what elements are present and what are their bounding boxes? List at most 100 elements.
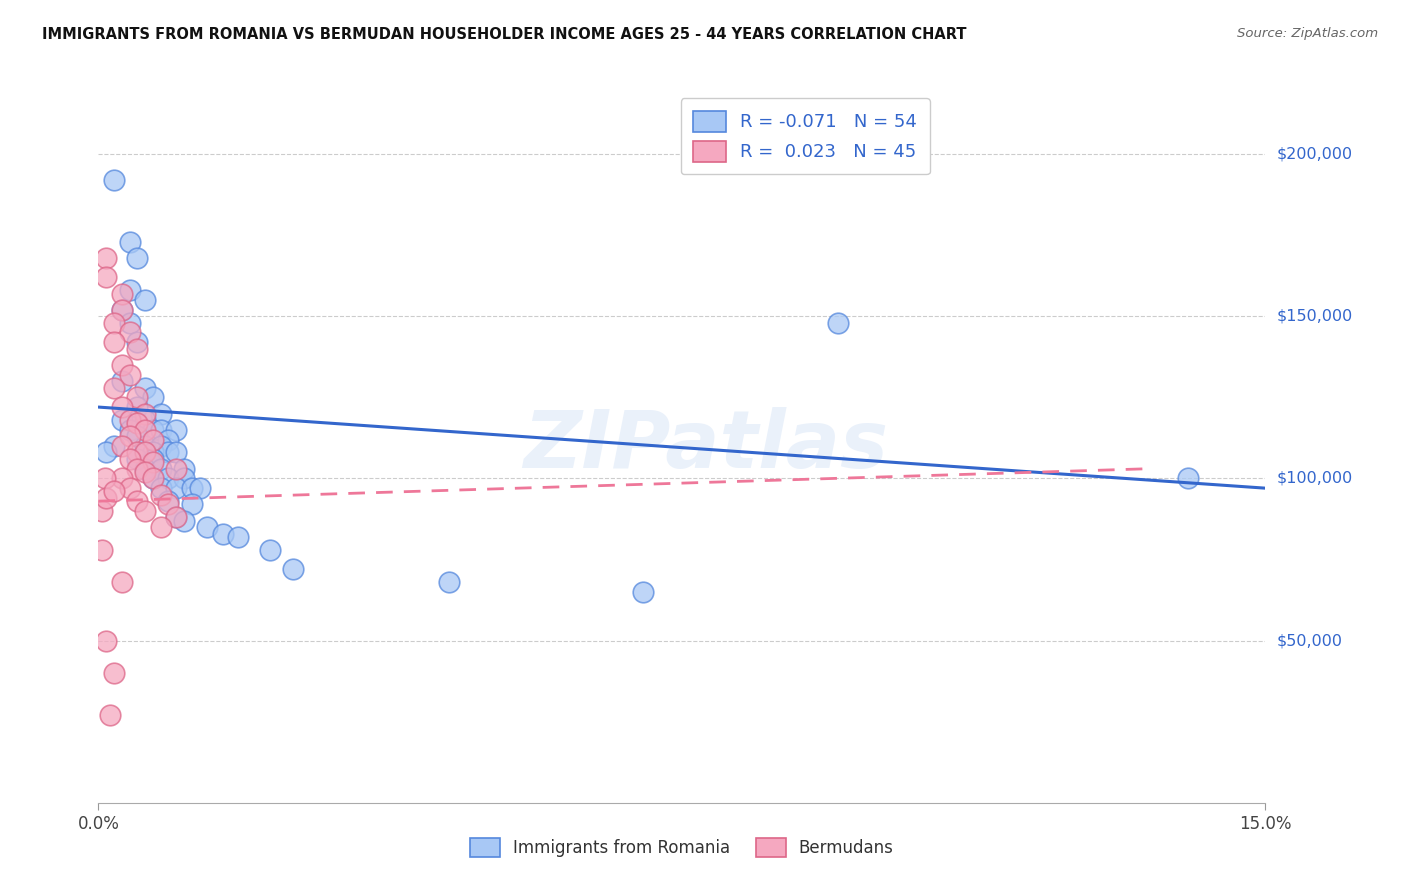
Point: [827, 316, 849, 330]
Point: [134, 413, 156, 427]
Point: [111, 358, 134, 372]
Point: [281, 562, 304, 576]
Point: [173, 514, 195, 528]
Text: $200,000: $200,000: [1277, 146, 1353, 161]
Point: [118, 235, 141, 249]
Point: [134, 504, 156, 518]
Point: [118, 326, 141, 340]
Point: [142, 390, 165, 404]
Point: [165, 445, 187, 459]
Point: [165, 461, 187, 475]
Point: [118, 368, 141, 382]
Point: [127, 494, 149, 508]
Point: [103, 381, 125, 395]
Point: [212, 526, 235, 541]
Point: [98, 708, 121, 723]
Point: [173, 461, 195, 475]
Point: [142, 445, 165, 459]
Point: [118, 452, 141, 467]
Text: $50,000: $50,000: [1277, 633, 1343, 648]
Point: [134, 293, 156, 307]
Point: [111, 439, 134, 453]
Point: [165, 510, 187, 524]
Point: [149, 423, 172, 437]
Point: [91, 542, 114, 557]
Point: [134, 381, 156, 395]
Point: [127, 335, 149, 350]
Point: [149, 488, 172, 502]
Point: [134, 461, 156, 475]
Point: [118, 316, 141, 330]
Point: [96, 445, 118, 459]
Point: [103, 335, 125, 350]
Point: [103, 439, 125, 453]
Point: [127, 429, 149, 443]
Point: [631, 585, 654, 599]
Point: [111, 400, 134, 414]
Point: [103, 666, 125, 681]
Point: [111, 302, 134, 317]
Point: [157, 494, 180, 508]
Point: [127, 251, 149, 265]
Point: [142, 452, 165, 467]
Point: [118, 423, 141, 437]
Point: [96, 251, 118, 265]
Point: [111, 302, 134, 317]
Point: [127, 400, 149, 414]
Point: [1177, 471, 1199, 485]
Point: [103, 484, 125, 499]
Point: [118, 481, 141, 495]
Point: [134, 465, 156, 479]
Point: [149, 520, 172, 534]
Point: [111, 413, 134, 427]
Point: [142, 423, 165, 437]
Legend: Immigrants from Romania, Bermudans: Immigrants from Romania, Bermudans: [461, 830, 903, 866]
Point: [157, 433, 180, 447]
Point: [127, 452, 149, 467]
Point: [134, 445, 156, 459]
Point: [195, 520, 218, 534]
Point: [103, 316, 125, 330]
Point: [111, 575, 134, 590]
Point: [96, 270, 118, 285]
Point: [165, 481, 187, 495]
Point: [127, 445, 149, 459]
Point: [149, 407, 172, 421]
Point: [149, 439, 172, 453]
Point: [111, 471, 134, 485]
Text: ZIPatlas: ZIPatlas: [523, 407, 887, 485]
Point: [149, 481, 172, 495]
Point: [127, 390, 149, 404]
Point: [142, 433, 165, 447]
Point: [111, 286, 134, 301]
Point: [96, 491, 118, 505]
Point: [91, 504, 114, 518]
Point: [142, 455, 165, 469]
Point: [127, 342, 149, 356]
Point: [93, 471, 115, 485]
Point: [157, 497, 180, 511]
Point: [157, 445, 180, 459]
Point: [127, 417, 149, 431]
Point: [118, 413, 141, 427]
Point: [103, 173, 125, 187]
Text: $150,000: $150,000: [1277, 309, 1353, 324]
Point: [134, 439, 156, 453]
Point: [173, 471, 195, 485]
Point: [165, 423, 187, 437]
Point: [127, 461, 149, 475]
Text: IMMIGRANTS FROM ROMANIA VS BERMUDAN HOUSEHOLDER INCOME AGES 25 - 44 YEARS CORREL: IMMIGRANTS FROM ROMANIA VS BERMUDAN HOUS…: [42, 27, 967, 42]
Point: [228, 530, 250, 544]
Text: Source: ZipAtlas.com: Source: ZipAtlas.com: [1237, 27, 1378, 40]
Point: [437, 575, 460, 590]
Point: [157, 471, 180, 485]
Point: [259, 542, 281, 557]
Point: [118, 429, 141, 443]
Point: [111, 374, 134, 388]
Point: [134, 407, 156, 421]
Point: [180, 497, 202, 511]
Point: [149, 461, 172, 475]
Point: [96, 633, 118, 648]
Point: [134, 423, 156, 437]
Point: [188, 481, 211, 495]
